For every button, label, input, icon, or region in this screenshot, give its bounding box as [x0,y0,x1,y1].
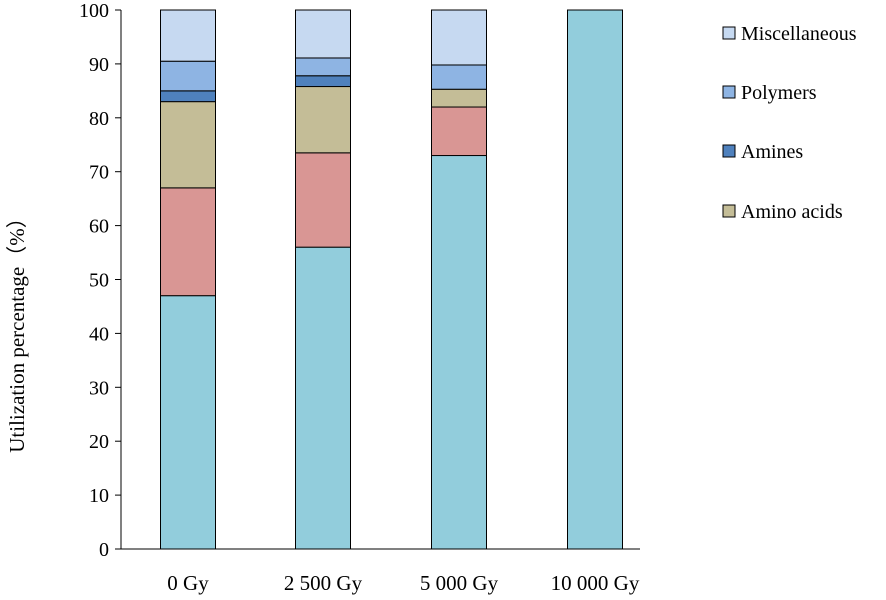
bar-segment-amines-1 [160,90,216,103]
axes-layer: 0 10 20 30 40 50 60 70 80 90 100 0 Gy 2 500 Gy 5 000 … [79,0,640,595]
bar-segment-series-1-3 [431,155,487,550]
y-tick-label: 40 [89,323,109,345]
legend-layer: Miscellaneous Polymers Amines Amino acids [722,23,857,223]
y-tick-label: 20 [89,431,109,453]
x-tick-label: 5 000 Gy [420,571,499,595]
x-tick-label: 2 500 Gy [284,571,363,595]
bar-segment-amino-acids-1 [160,101,216,189]
y-tick-label: 0 [99,539,109,561]
legend-label: Polymers [741,82,817,104]
legend-label: Amines [741,141,803,163]
bar-segment-miscellaneous-2 [295,9,351,59]
bar-segment-polymers-1 [160,60,216,92]
y-axis-title: Utilization percentage（%） [5,207,29,453]
bar-segment-amino-acids-3 [431,88,487,108]
legend-label: Miscellaneous [741,23,857,45]
bars-layer [160,9,623,550]
legend-label: Amino acids [741,201,843,223]
bar-segment-series-2-3 [431,106,487,157]
bar-segment-series-1-2 [295,246,351,550]
bar-segment-series-1-4 [567,9,623,550]
y-tick-label: 10 [89,485,109,507]
bar-segment-amines-2 [295,75,351,88]
bar-segment-miscellaneous-3 [431,9,487,66]
y-tick-label: 60 [89,216,109,238]
y-tick-label: 80 [89,108,109,130]
x-tick-label: 0 Gy [167,571,209,595]
bar-segment-series-2-1 [160,187,216,297]
bar-segment-polymers-3 [431,64,487,90]
bar-segment-amino-acids-2 [295,86,351,154]
bar-segment-polymers-2 [295,57,351,77]
y-tick-label: 70 [89,162,109,184]
x-tick-label: 10 000 Gy [551,571,640,595]
legend-swatch [722,144,736,158]
bar-segment-series-1-1 [160,295,216,550]
legend-swatch [722,26,736,40]
y-tick-label: 100 [79,0,109,22]
y-tick-label: 50 [89,270,109,292]
legend-swatch [722,85,736,99]
bar-segment-miscellaneous-1 [160,9,216,62]
y-tick-label: 30 [89,377,109,399]
bar-segment-series-2-2 [295,152,351,248]
y-tick-label: 90 [89,54,109,76]
legend-swatch [722,204,736,218]
